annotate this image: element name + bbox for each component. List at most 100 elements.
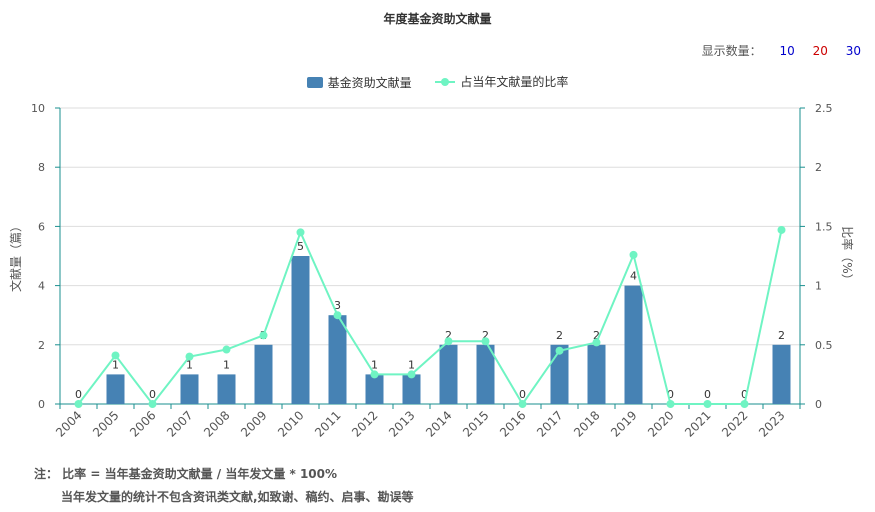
chart-notes: 注： 比率 = 当年基金资助文献量 / 当年发文量 * 100% 当年发文量的统… — [34, 463, 414, 509]
x-tick-label: 2005 — [90, 408, 121, 439]
bar-data-label: 2 — [482, 329, 489, 342]
legend-label-line: 占当年文献量的比率 — [460, 75, 569, 89]
ratio-point — [185, 352, 194, 361]
bar — [180, 374, 199, 404]
display-count-option-30[interactable]: 30 — [845, 44, 861, 58]
bar — [624, 285, 643, 404]
right-y-axis-label: 比率（%） — [840, 226, 855, 285]
ratio-point — [629, 250, 638, 259]
left-y-axis-label: 文献量（篇） — [8, 220, 23, 292]
left-y-tick-label: 0 — [38, 398, 45, 411]
bar — [291, 256, 310, 404]
x-tick-label: 2018 — [571, 408, 602, 439]
bar-data-label: 1 — [371, 358, 378, 371]
bar — [550, 344, 569, 404]
bar-data-label: 1 — [112, 358, 119, 371]
bar — [365, 374, 384, 404]
x-tick-label: 2016 — [497, 408, 528, 439]
ratio-point — [148, 400, 157, 408]
legend-item-bar-series[interactable]: 基金资助文献量 — [306, 74, 412, 91]
display-count-selector: 显示数量： 10 20 30 — [702, 42, 861, 59]
bar-data-label: 0 — [704, 388, 711, 401]
bar-data-label: 1 — [408, 358, 415, 371]
ratio-point — [370, 370, 379, 379]
x-tick-label: 2023 — [756, 408, 787, 439]
x-tick-label: 2017 — [534, 408, 565, 439]
bar-data-label: 2 — [445, 329, 452, 342]
display-count-option-10[interactable]: 10 — [779, 44, 795, 58]
ratio-point — [333, 311, 342, 320]
bar-data-label: 4 — [630, 270, 637, 283]
x-tick-label: 2007 — [164, 408, 195, 439]
legend-item-line-series[interactable]: 占当年文献量的比率 — [435, 73, 568, 90]
ratio-point — [259, 331, 268, 340]
bar-data-label: 1 — [223, 358, 230, 371]
x-tick-label: 2006 — [127, 408, 158, 439]
bar-data-label: 2 — [593, 329, 600, 342]
note-line-2: 当年发文量的统计不包含资讯类文献,如致谢、稿约、启事、勘误等 — [61, 490, 414, 504]
right-y-tick-label: 0 — [815, 398, 822, 411]
left-y-tick-label: 8 — [38, 161, 45, 174]
x-tick-label: 2008 — [201, 408, 232, 439]
line-swatch-icon — [435, 76, 456, 88]
right-y-tick-label: 1 — [815, 280, 822, 293]
x-tick-label: 2011 — [312, 408, 343, 439]
right-y-tick-label: 1.5 — [815, 220, 833, 233]
right-y-tick-label: 0.5 — [815, 339, 833, 352]
chart-title: 年度基金资助文献量 — [383, 12, 492, 26]
bar-data-label: 0 — [519, 388, 526, 401]
bar-data-label: 0 — [667, 388, 674, 401]
x-tick-label: 2004 — [53, 408, 84, 439]
bar — [476, 344, 495, 404]
right-y-tick-label: 2 — [815, 161, 822, 174]
note-line-1: 注： 比率 = 当年基金资助文献量 / 当年发文量 * 100% — [34, 467, 338, 481]
bar-data-label: 2 — [556, 329, 563, 342]
x-tick-label: 2010 — [275, 408, 306, 439]
ratio-point — [444, 337, 453, 346]
ratio-point — [777, 225, 786, 234]
x-tick-label: 2019 — [608, 408, 639, 439]
ratio-point — [481, 337, 490, 346]
bar-data-label: 0 — [149, 388, 156, 401]
x-tick-label: 2012 — [349, 408, 380, 439]
bar-data-label: 0 — [75, 388, 82, 401]
left-y-tick-label: 10 — [31, 102, 45, 115]
x-tick-label: 2022 — [719, 408, 750, 439]
ratio-point — [222, 345, 231, 354]
bar — [402, 374, 421, 404]
bar-swatch-icon — [306, 76, 323, 88]
bar — [439, 344, 458, 404]
right-y-tick-label: 2.5 — [815, 102, 833, 115]
chart-legend: 基金资助文献量 占当年文献量的比率 — [0, 73, 875, 91]
display-count-label: 显示数量： — [701, 44, 762, 58]
bar — [587, 344, 606, 404]
display-count-option-20[interactable]: 20 — [812, 44, 828, 58]
bar — [328, 315, 347, 404]
bar-data-label: 1 — [186, 358, 193, 371]
bar — [772, 344, 791, 404]
bar-data-label: 3 — [334, 299, 341, 312]
left-y-tick-label: 2 — [38, 339, 45, 352]
ratio-point — [592, 338, 601, 347]
x-tick-label: 2014 — [423, 408, 454, 439]
ratio-point — [703, 400, 712, 408]
ratio-line — [77, 229, 783, 406]
ratio-point — [555, 346, 564, 355]
ratio-point — [296, 228, 305, 237]
ratio-point — [518, 400, 527, 408]
bar-data-label: 2 — [778, 329, 785, 342]
left-y-tick-label: 4 — [38, 280, 45, 293]
bar — [106, 374, 125, 404]
ratio-point — [666, 400, 675, 408]
x-tick-label: 2013 — [386, 408, 417, 439]
x-tick-label: 2021 — [682, 408, 713, 439]
x-tick-label: 2009 — [238, 408, 269, 439]
bar-data-label: 5 — [297, 240, 304, 253]
ratio-point — [407, 370, 416, 379]
x-tick-label: 2015 — [460, 408, 491, 439]
ratio-point — [740, 400, 749, 408]
ratio-point — [74, 400, 83, 408]
bar — [217, 374, 236, 404]
bar — [254, 344, 273, 404]
